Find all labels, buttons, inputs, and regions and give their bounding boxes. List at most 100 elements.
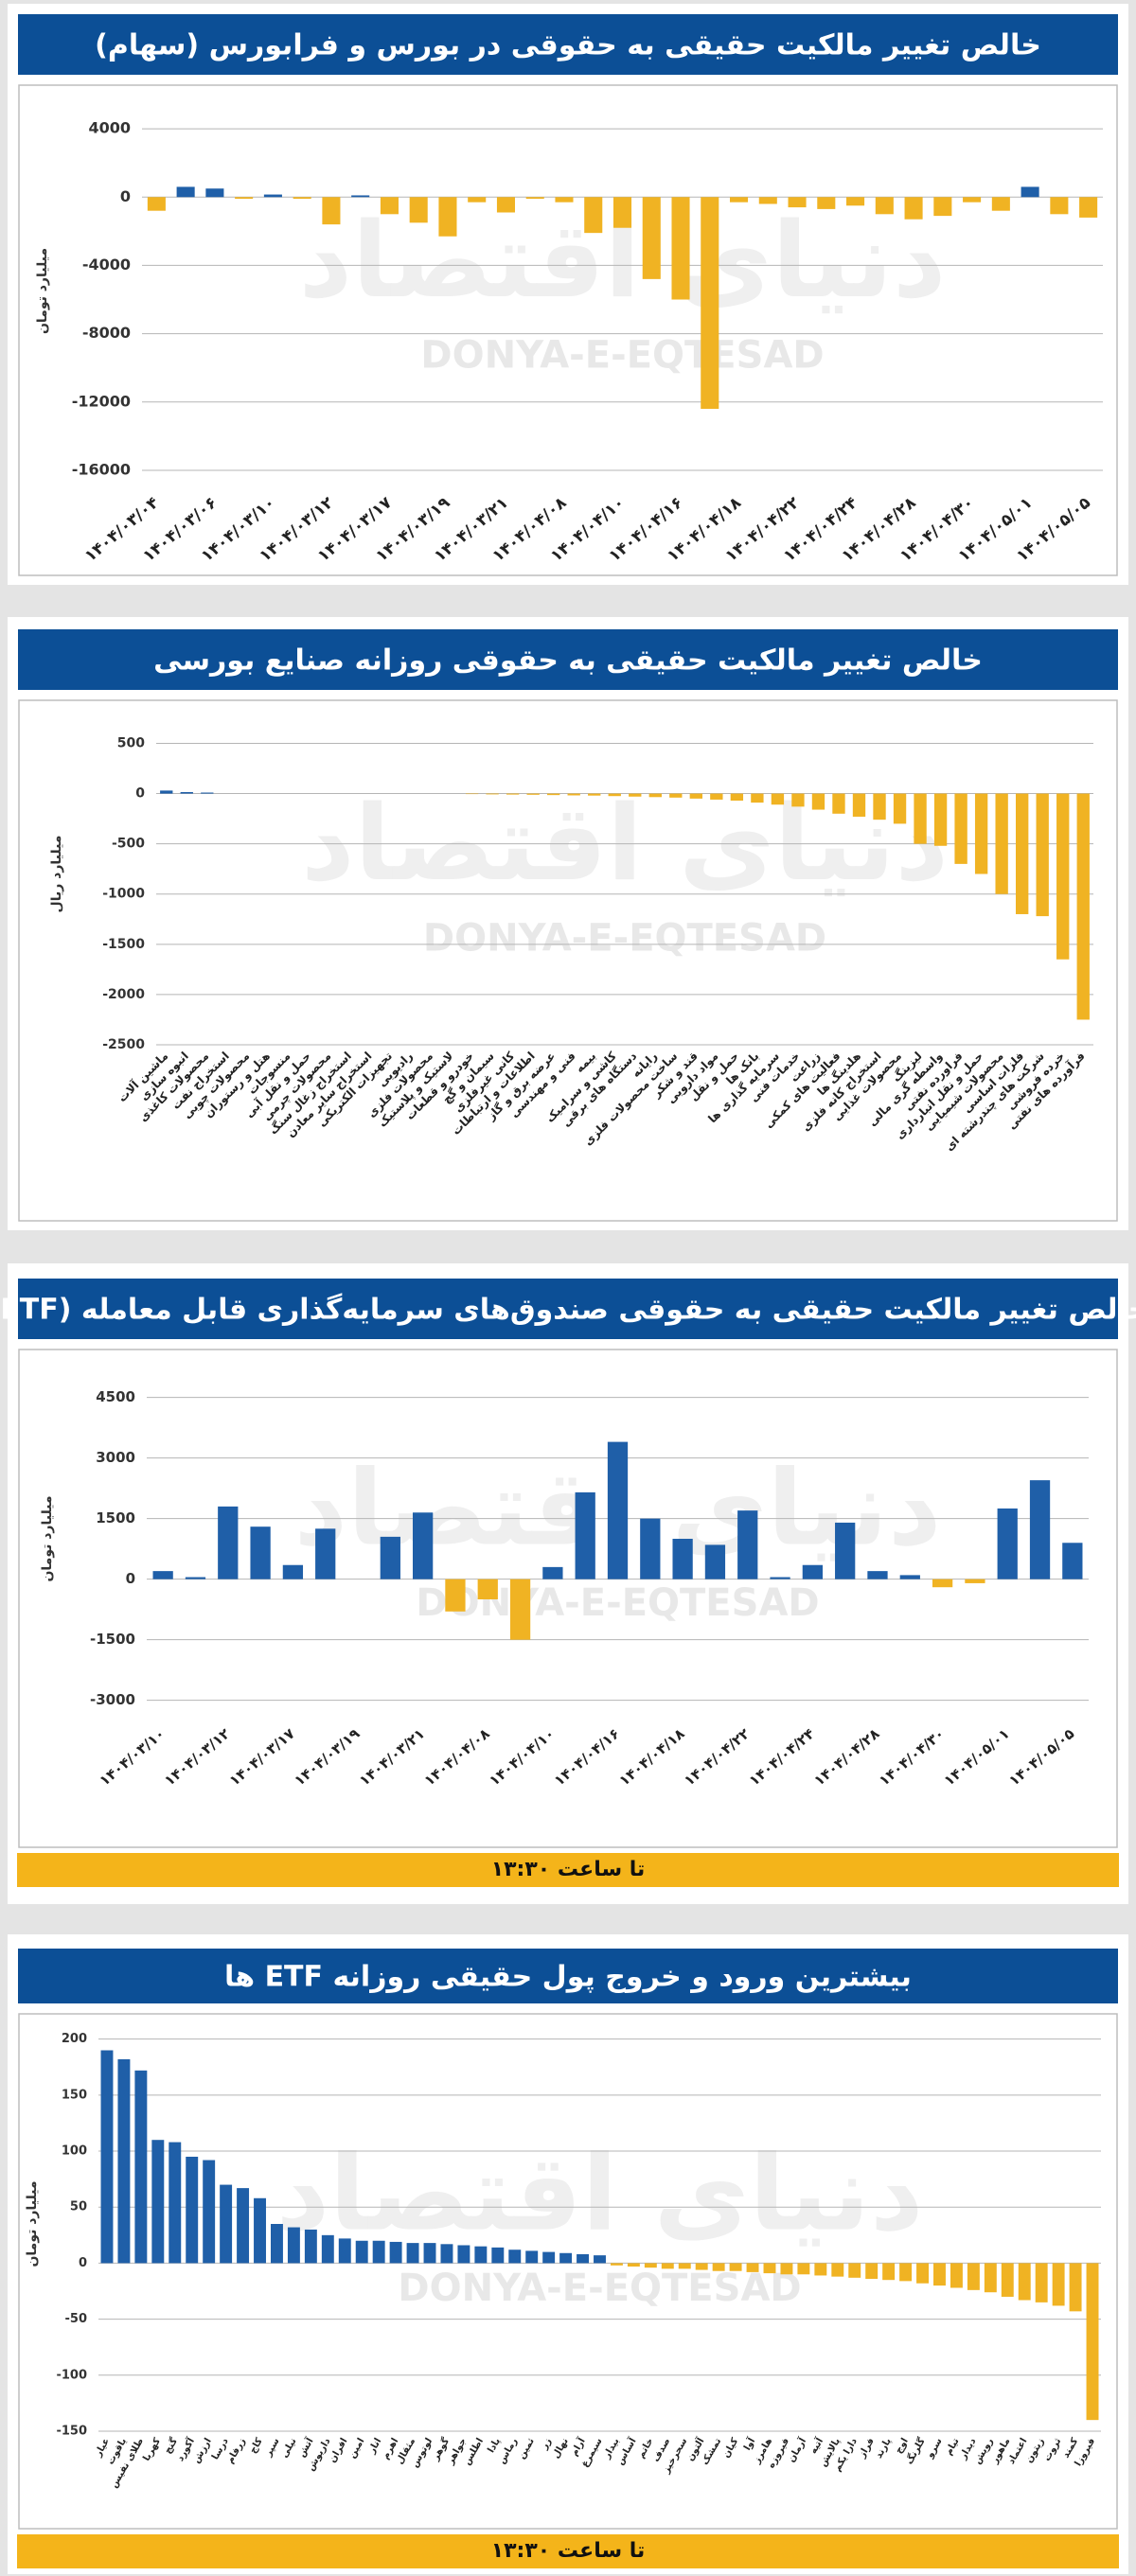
bar	[254, 2197, 266, 2264]
y-tick-label: -100	[56, 2368, 87, 2382]
bar	[271, 2224, 283, 2264]
bar	[607, 1441, 629, 1579]
bar	[852, 793, 866, 817]
y-tick-label: -12000	[72, 392, 131, 410]
bar	[380, 197, 399, 215]
bar	[644, 2263, 657, 2268]
title-bar	[16, 1277, 1120, 1341]
bar	[1035, 2263, 1048, 2303]
bar	[963, 197, 982, 203]
watermark: DONYA-E-EQTESAD	[416, 1581, 819, 1625]
bar	[372, 2240, 385, 2264]
bar	[526, 793, 540, 795]
bar	[293, 197, 311, 200]
bar	[477, 1579, 498, 1599]
bar	[176, 186, 195, 198]
bar	[974, 793, 988, 874]
bar	[542, 1566, 563, 1579]
bar	[1018, 2263, 1031, 2301]
y-tick-label: -16000	[72, 460, 131, 478]
bar	[932, 1579, 953, 1588]
y-tick-label: 1500	[96, 1509, 135, 1526]
bar	[321, 2234, 334, 2264]
bar	[465, 793, 479, 795]
y-axis-label: میلیارد تومان	[35, 248, 50, 334]
bar	[100, 2050, 114, 2264]
bar	[474, 2246, 488, 2264]
plot-frame	[18, 1349, 1118, 1848]
bar	[315, 1528, 336, 1579]
bar	[160, 790, 173, 794]
bar	[737, 1510, 758, 1579]
bar	[904, 197, 923, 220]
y-axis-label: میلیارد تومان	[40, 1495, 55, 1581]
bar	[457, 2245, 470, 2264]
bar	[567, 793, 580, 796]
bar	[640, 1518, 661, 1579]
bar	[205, 188, 224, 198]
bar	[1052, 2263, 1065, 2306]
title-bar	[16, 12, 1120, 77]
bar	[873, 793, 886, 820]
watermark: DONYA-E-EQTESAD	[398, 2267, 801, 2310]
bar	[468, 197, 487, 203]
bar	[1050, 197, 1069, 215]
bar	[186, 2156, 199, 2264]
bar	[203, 2160, 216, 2264]
bar	[991, 197, 1010, 211]
plot-frame	[18, 84, 1118, 576]
bar	[201, 792, 214, 794]
bar	[627, 2263, 640, 2267]
bar	[758, 197, 777, 204]
bar	[933, 197, 952, 217]
bar	[351, 195, 370, 198]
bar	[729, 197, 749, 203]
bar	[1069, 2263, 1082, 2312]
y-tick-label: -1500	[102, 937, 145, 952]
y-tick-label: 0	[120, 187, 131, 205]
bar	[380, 1536, 400, 1579]
y-tick-label: -4000	[82, 256, 131, 273]
y-tick-label: 4000	[88, 119, 131, 137]
chart-title: خالص تغییر مالکیت حقیقی به حقوقی صندوق‌ه…	[0, 1293, 1136, 1327]
bar	[180, 791, 193, 794]
y-tick-label: 50	[70, 2200, 87, 2214]
bar	[322, 197, 341, 225]
watermark-fa: دنیای اقتصاد	[276, 2132, 924, 2253]
y-axis-label: میلیارد ریال	[49, 836, 64, 913]
y-tick-label: 500	[117, 735, 145, 750]
bar	[629, 793, 642, 797]
y-tick-label: -3000	[90, 1691, 135, 1708]
bar	[814, 2263, 827, 2276]
bar	[406, 2243, 419, 2264]
footer-bar	[17, 2534, 1119, 2568]
bar	[914, 793, 927, 844]
bar	[185, 1577, 206, 1579]
y-tick-label: -500	[112, 837, 145, 852]
bar	[577, 2253, 590, 2264]
bar	[1016, 793, 1029, 914]
bar	[1029, 1480, 1051, 1579]
y-tick-label: 0	[79, 2256, 87, 2270]
bar	[730, 793, 744, 801]
bar	[584, 197, 603, 234]
bar	[486, 793, 499, 795]
footer-text: تا ساعت ۱۳:۳۰	[491, 1858, 646, 1881]
bar	[134, 2070, 148, 2264]
bar	[729, 2263, 742, 2271]
bar	[832, 793, 845, 814]
chart-title: خالص تغییر مالکیت حقیقی به حقوقی در بورس…	[95, 29, 1041, 62]
bar	[525, 2250, 539, 2264]
y-axis-label: میلیارد تومان	[25, 2180, 40, 2267]
bar	[672, 1539, 693, 1579]
bar	[704, 1544, 726, 1579]
bar	[916, 2263, 929, 2284]
chart-title: خالص تغییر مالکیت حقیقی به حقوقی روزانه …	[153, 644, 983, 678]
y-tick-label: 100	[62, 2144, 87, 2159]
y-tick-label: 150	[62, 2088, 87, 2102]
title-bar	[16, 627, 1120, 692]
bar	[423, 2243, 436, 2264]
plot-frame	[18, 699, 1118, 1222]
y-tick-label: -8000	[82, 324, 131, 342]
bar	[608, 793, 621, 797]
